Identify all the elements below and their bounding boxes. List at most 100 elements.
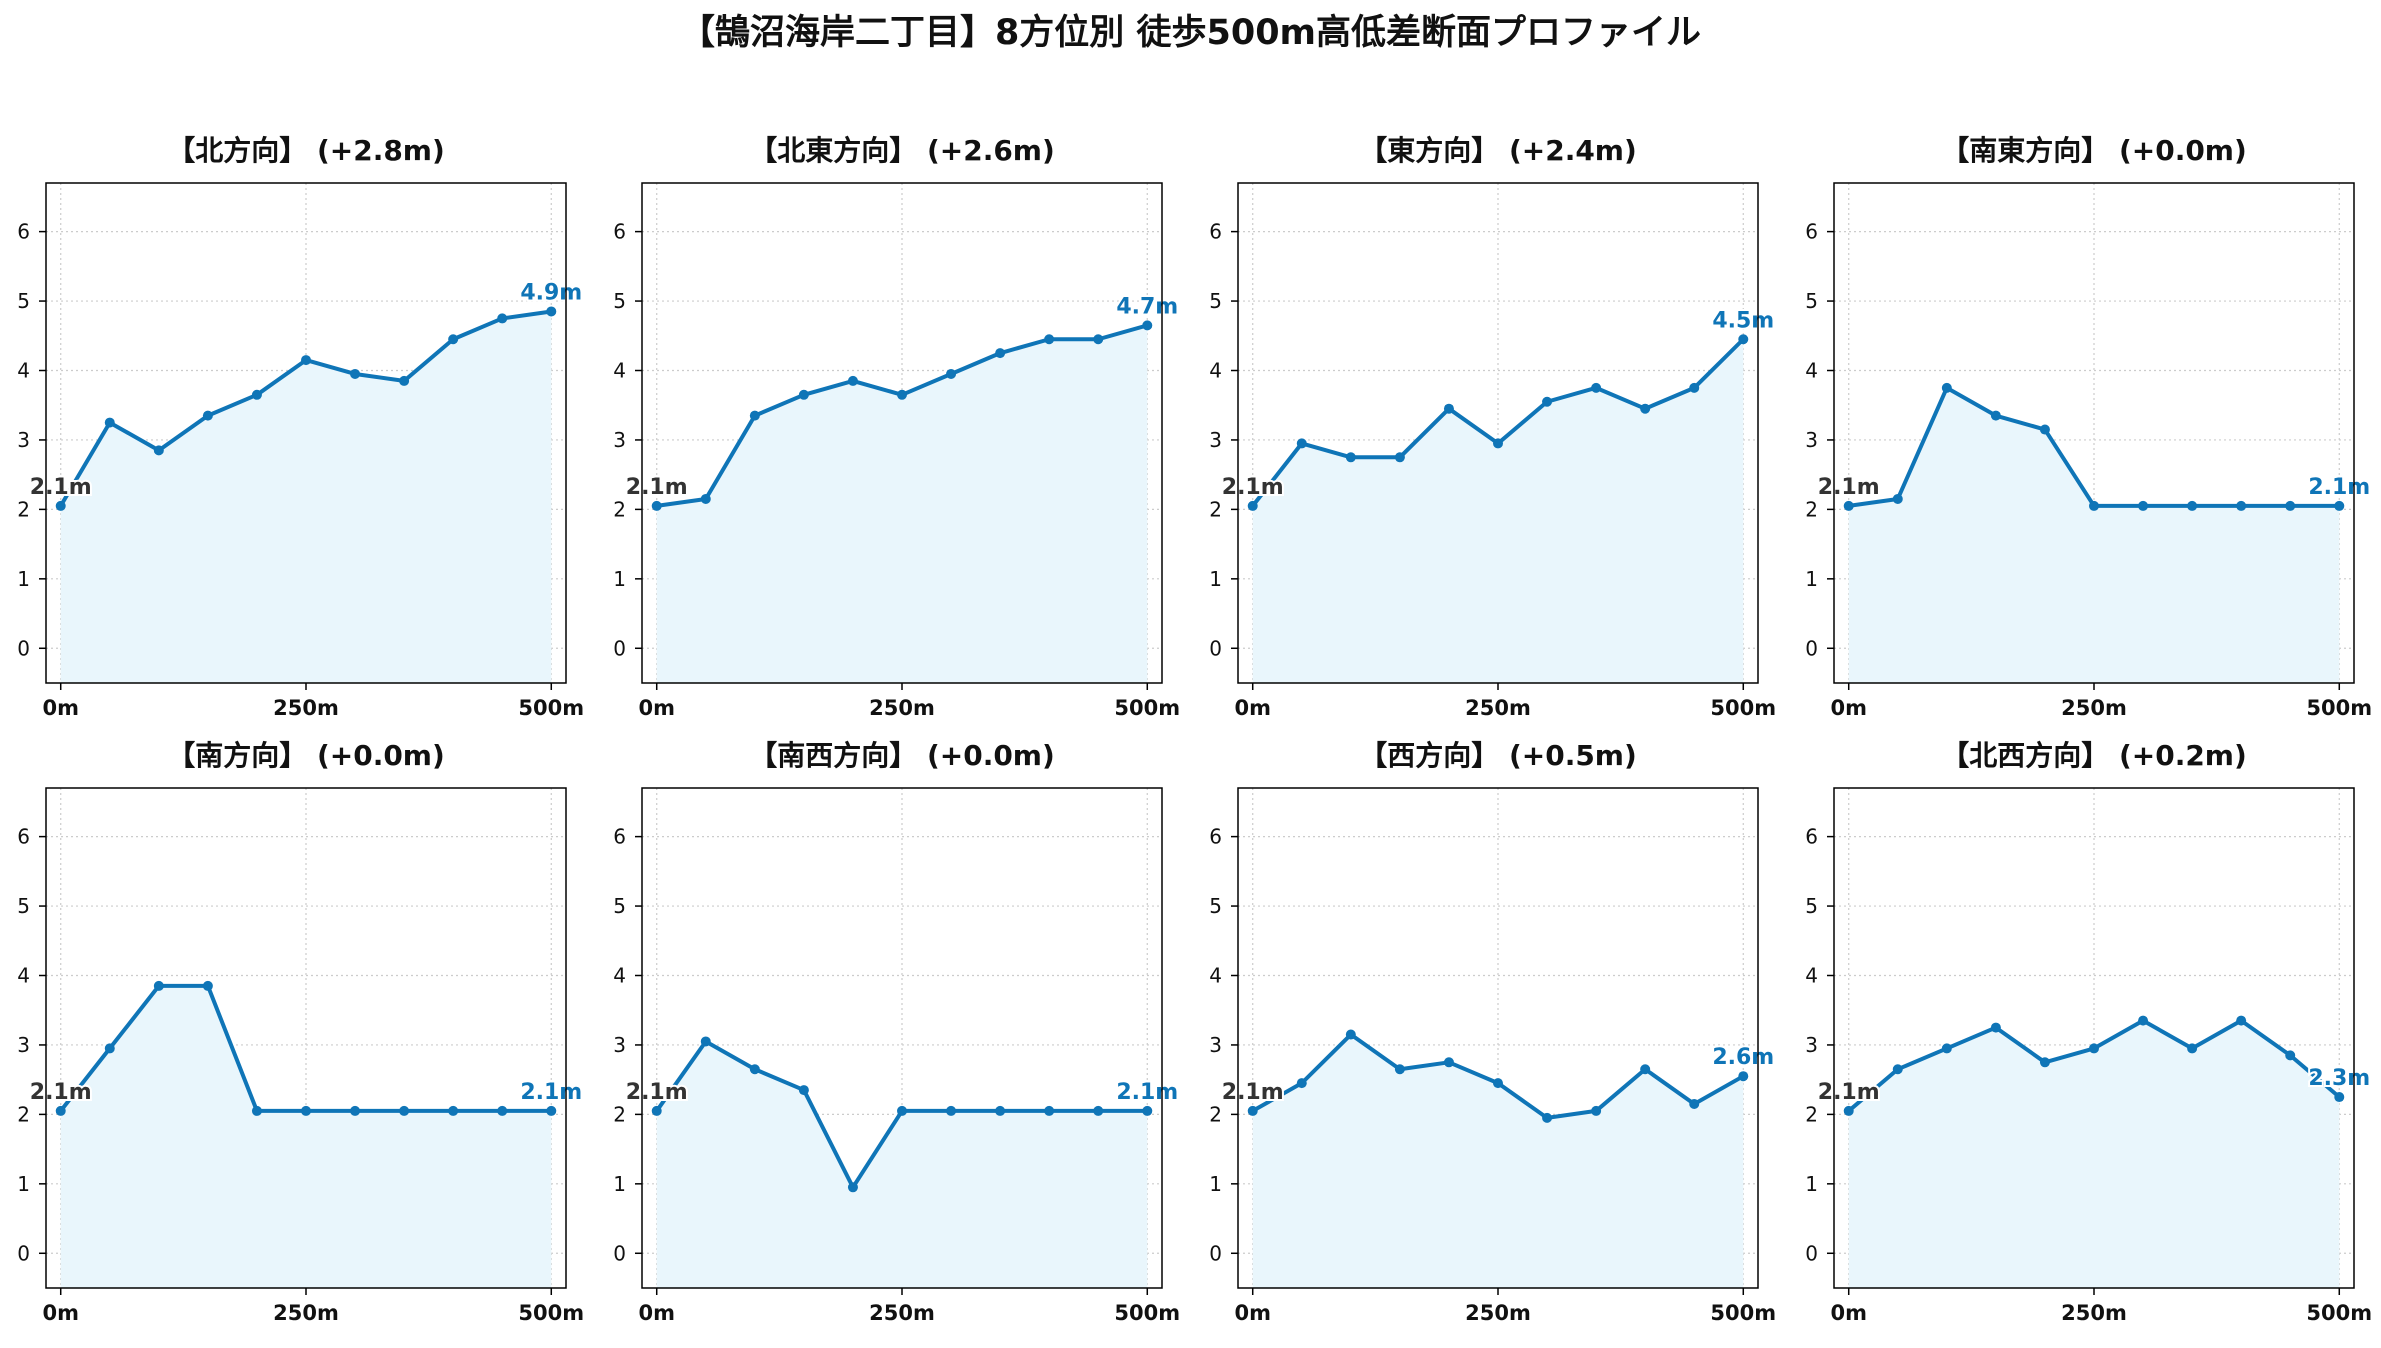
- data-point: [897, 389, 907, 400]
- y-tick-label: 5: [613, 289, 626, 313]
- y-tick-label: 6: [613, 220, 626, 244]
- x-tick-label: 500m: [1114, 1301, 1180, 1325]
- chart-area: 2.1m 2.6m 0 1 2 3 4 5 6 0m 250m 500m: [1209, 787, 1776, 1325]
- x-tick-label: 250m: [869, 696, 935, 720]
- end-value-label: 2.3m: [2308, 1066, 2370, 1091]
- data-point: [1093, 1105, 1104, 1116]
- x-tick-label: 0m: [638, 1301, 675, 1325]
- start-value-label: 2.1m: [30, 1080, 92, 1105]
- data-point: [1542, 1112, 1553, 1123]
- y-tick-label: 2: [17, 1102, 30, 1126]
- y-tick-label: 4: [17, 359, 30, 383]
- y-tick-label: 1: [613, 1172, 626, 1196]
- data-point: [1296, 1078, 1307, 1089]
- y-tick-label: 6: [1209, 220, 1222, 244]
- x-tick-label: 500m: [1114, 696, 1180, 720]
- data-point: [700, 493, 711, 504]
- x-tick-label: 250m: [1465, 696, 1531, 720]
- data-point: [1044, 1105, 1055, 1116]
- data-point: [2334, 500, 2345, 511]
- y-tick-label: 0: [1805, 1241, 1818, 1265]
- data-point: [399, 375, 410, 386]
- x-tick-label: 250m: [273, 1301, 339, 1325]
- data-point: [847, 375, 858, 386]
- data-point: [651, 1105, 662, 1116]
- data-point: [1689, 1098, 1700, 1109]
- data-point: [749, 410, 760, 421]
- y-tick-label: 1: [17, 1172, 30, 1196]
- y-tick-label: 5: [613, 894, 626, 918]
- data-point: [847, 1182, 858, 1193]
- data-point: [946, 368, 957, 379]
- data-point: [448, 334, 459, 345]
- data-point: [1345, 1029, 1356, 1040]
- panel-title: 【東方向】 (+2.4m): [1359, 134, 1637, 167]
- chart-area: 2.1m 2.1m 0 1 2 3 4 5 6 0m 250m 500m: [1805, 182, 2372, 720]
- data-point: [2089, 1043, 2099, 1054]
- y-tick-label: 4: [613, 964, 626, 988]
- x-tick-label: 500m: [518, 1301, 584, 1325]
- data-point: [251, 389, 262, 400]
- data-point: [2285, 1050, 2296, 1061]
- data-point: [1247, 500, 1258, 511]
- data-point: [153, 980, 164, 991]
- data-point: [1296, 438, 1307, 449]
- data-point: [1892, 1064, 1903, 1075]
- area-fill: [60, 985, 552, 1288]
- data-point: [1738, 334, 1749, 345]
- data-point: [995, 1105, 1006, 1116]
- area-fill: [656, 325, 1148, 683]
- chart-svg: 2.1m 4.7m 0 1 2 3 4 5 6 0m 250m 500m: [613, 182, 1180, 720]
- y-tick-label: 2: [1209, 497, 1222, 521]
- data-point: [651, 500, 662, 511]
- data-point: [1941, 382, 1952, 393]
- chart-area: 2.1m 2.1m 0 1 2 3 4 5 6 0m 250m 500m: [613, 787, 1180, 1325]
- start-value-label: 2.1m: [30, 475, 92, 500]
- data-point: [2138, 1015, 2149, 1026]
- x-tick-label: 500m: [1710, 1301, 1776, 1325]
- data-point: [350, 1105, 361, 1116]
- chart-area: 2.1m 2.3m 0 1 2 3 4 5 6 0m 250m 500m: [1805, 787, 2372, 1325]
- x-tick-label: 250m: [2061, 696, 2127, 720]
- chart-area: 2.1m 2.1m 0 1 2 3 4 5 6 0m 250m 500m: [17, 787, 584, 1325]
- data-point: [301, 355, 311, 366]
- data-point: [1591, 1105, 1602, 1116]
- data-point: [251, 1105, 262, 1116]
- x-tick-label: 500m: [2306, 1301, 2372, 1325]
- y-tick-label: 5: [1209, 894, 1222, 918]
- y-tick-label: 3: [613, 1033, 626, 1057]
- chart-svg: 2.1m 2.1m 0 1 2 3 4 5 6 0m 250m 500m: [613, 787, 1180, 1325]
- y-tick-label: 4: [613, 359, 626, 383]
- y-tick-label: 6: [1209, 825, 1222, 849]
- y-tick-label: 5: [17, 894, 30, 918]
- y-tick-label: 1: [1209, 567, 1222, 591]
- chart-svg: 2.1m 2.1m 0 1 2 3 4 5 6 0m 250m 500m: [17, 787, 584, 1325]
- x-tick-label: 0m: [1234, 696, 1271, 720]
- data-point: [2236, 500, 2247, 511]
- data-point: [301, 1105, 311, 1116]
- y-tick-label: 2: [1805, 497, 1818, 521]
- y-tick-label: 3: [17, 1033, 30, 1057]
- y-tick-label: 3: [17, 428, 30, 452]
- start-value-label: 2.1m: [1222, 475, 1284, 500]
- data-point: [546, 1105, 557, 1116]
- y-tick-label: 0: [613, 1241, 626, 1265]
- data-point: [1443, 1057, 1454, 1068]
- x-tick-label: 500m: [518, 696, 584, 720]
- y-tick-label: 4: [1209, 964, 1222, 988]
- panel-title: 【北西方向】 (+0.2m): [1941, 739, 2247, 772]
- y-tick-label: 3: [1209, 428, 1222, 452]
- data-point: [1345, 452, 1356, 463]
- x-tick-label: 0m: [1830, 696, 1867, 720]
- area-fill: [656, 1041, 1148, 1288]
- data-point: [897, 1105, 907, 1116]
- y-tick-label: 2: [1805, 1102, 1818, 1126]
- data-point: [749, 1064, 760, 1075]
- end-value-label: 2.1m: [520, 1080, 582, 1105]
- data-point: [2039, 424, 2050, 435]
- data-point: [104, 417, 115, 428]
- start-value-label: 2.1m: [1818, 1080, 1880, 1105]
- area-fill: [60, 311, 552, 683]
- data-point: [798, 1085, 809, 1096]
- data-point: [1941, 1043, 1952, 1054]
